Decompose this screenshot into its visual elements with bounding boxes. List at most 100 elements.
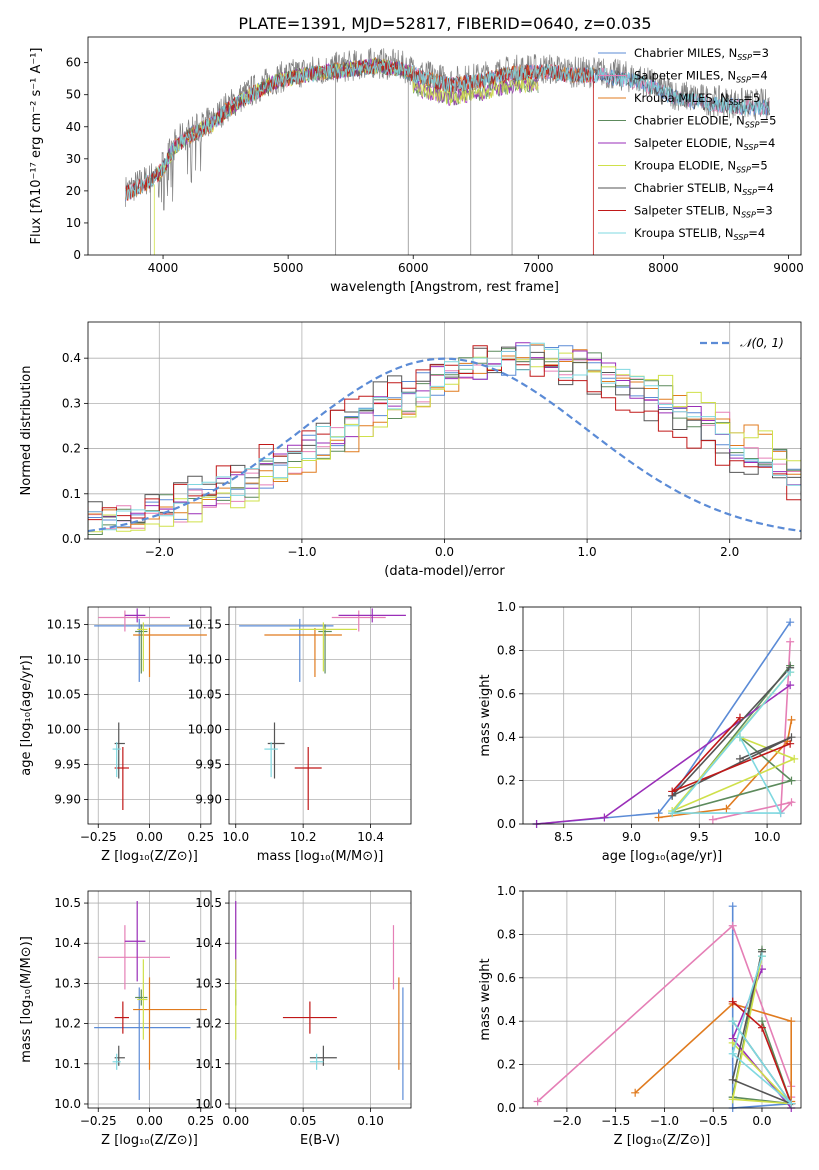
y-tick-label: 20 [66,184,81,198]
spectrum-axes: 4000 5000 6000 7000 8000 9000 0 10 20 30 40 50 60 [66,56,804,275]
y-tick-label: 10.00 [47,723,81,737]
weight-marker [668,787,677,796]
y-tick-label: 0.0 [497,817,516,831]
age_vs_Z-points [94,608,207,810]
age_vs_Z-frame [87,606,212,825]
weight-line [731,955,792,1105]
y-tick-label: 1.0 [497,600,516,614]
age_vs_mass-points [239,608,406,810]
weight-line [670,671,791,814]
x-tick-label: −0.25 [80,1114,117,1128]
y-tick-label: 40 [66,120,81,134]
weight_vs_Z-axes: −2.0 −1.5 −1.0 −0.5 0.0 0.0 0.2 0.4 0.6 0.8 1.0 [497,884,801,1128]
legend-label: Salpeter MILES, NSSP=4 [634,69,768,85]
figure-title: PLATE=1391, MJD=52817, FIBERID=0640, z=0… [238,14,651,33]
weight-marker [631,1088,640,1097]
age_vs_mass-xlabel: mass [log₁₀(M/M⊙)] [257,849,384,864]
legend-label: Kroupa STELIB, NSSP=4 [634,226,765,242]
weight_vs_Z-frame [522,890,802,1109]
spectrum-frame [87,36,802,256]
x-tick-label: 0.25 [187,1114,214,1128]
y-tick-label: 0.6 [497,687,516,701]
y-tick-label: 0.8 [497,643,516,657]
x-tick-label: 0.10 [357,1114,384,1128]
weight-marker [728,921,737,930]
y-tick-label: 0.0 [62,532,81,546]
weight-marker [786,668,795,677]
y-tick-label: 0.2 [497,774,516,788]
legend-label: Kroupa ELODIE, NSSP=5 [634,159,768,175]
x-tick-label: 10.2 [290,830,317,844]
y-tick-label: 0.6 [497,971,516,985]
mass_vs_ebv-frame [228,890,412,1109]
weight-marker [786,637,795,646]
weight_vs_age-axes: 8.5 9.0 9.5 10.0 0.0 0.2 0.4 0.6 0.8 1.0 [497,600,801,844]
mass_vs_Z-ylabel: mass [log₁₀(M/M⊙)] [19,936,34,1063]
weight-marker [787,798,796,807]
y-tick-label: 10.10 [188,653,222,667]
x-tick-label: 7000 [523,261,554,275]
weight-line [731,949,793,1105]
y-tick-label: 10.4 [195,936,222,950]
y-tick-label: 10.10 [47,653,81,667]
weight-marker [776,809,785,818]
y-tick-label: 10.15 [188,618,222,632]
weight-marker [786,681,795,690]
x-tick-label: 0.00 [136,1114,163,1128]
weight-marker [728,1095,737,1104]
x-tick-label: 6000 [398,261,429,275]
y-tick-label: 10.0 [195,1097,222,1111]
mass_vs_ebv-xlabel: E(B-V) [300,1133,340,1148]
x-tick-label: −1.0 [287,545,316,559]
y-tick-label: 10.1 [54,1057,81,1071]
weight_vs_Z-ylabel: mass weight [478,958,493,1040]
y-tick-label: 9.95 [54,758,81,772]
weight-marker [787,1099,796,1108]
legend-label: Chabrier ELODIE, NSSP=5 [634,114,776,130]
x-tick-label: −2.0 [552,1114,581,1128]
y-tick-label: 9.90 [195,793,222,807]
weight_vs_Z-xlabel: Z [log₁₀(Z/Z⊙)] [614,1133,711,1148]
x-tick-label: 0.25 [187,830,214,844]
x-tick-label: 5000 [273,261,304,275]
weight-marker [654,813,663,822]
weight_vs_age-ylabel: mass weight [478,674,493,756]
legend-label: Salpeter ELODIE, NSSP=4 [634,136,775,152]
residuals-legend: 𝒩(0, 1) [700,336,784,350]
age_vs_Z-axes: −0.25 0.00 0.25 9.90 9.95 10.00 10.05 10.10 10.1… [47,607,214,844]
weight-marker [722,804,731,813]
mass_vs_ebv-axes: 0.00 0.05 0.10 10.0 10.1 10.2 10.3 10.4 10.5 [195,891,411,1128]
x-tick-label: 9000 [773,261,804,275]
weight-marker [600,813,609,822]
mass_vs_Z-points [94,901,207,1100]
x-tick-label: 10.0 [222,830,249,844]
legend-label: 𝒩(0, 1) [740,336,784,350]
y-tick-label: 10.0 [54,1097,81,1111]
x-tick-label: −2.0 [145,545,174,559]
y-tick-label: 10.3 [195,976,222,990]
legend-label: Chabrier STELIB, NSSP=4 [634,181,774,197]
y-tick-label: 0.1 [62,487,81,501]
y-tick-label: 0.2 [497,1058,516,1072]
age_vs_mass-axes: 10.0 10.2 10.4 9.90 9.95 10.00 10.05 10.10 10.15 [188,607,411,844]
y-tick-label: 0.4 [497,730,516,744]
mass_vs_ebv-points [235,901,404,1100]
histogram-line [88,342,801,531]
weight-line [670,665,794,815]
weight-marker [786,739,795,748]
weight-line [731,955,794,1105]
y-tick-label: 0.4 [62,351,81,365]
residuals-ylabel: Normed distribution [19,366,34,496]
legend-label: Chabrier MILES, NSSP=3 [634,46,769,62]
legend-label: Kroupa MILES, NSSP=5 [634,91,760,107]
weight-marker [668,809,677,818]
histograms [88,342,801,535]
x-tick-label: −1.0 [650,1114,679,1128]
x-tick-label: 0.0 [435,545,454,559]
weight-marker [735,713,744,722]
residuals-xlabel: (data-model)/error [384,564,505,579]
legend-label: Salpeter STELIB, NSSP=3 [634,204,773,220]
weight-line [712,641,795,821]
age_vs_mass-frame [228,606,412,825]
